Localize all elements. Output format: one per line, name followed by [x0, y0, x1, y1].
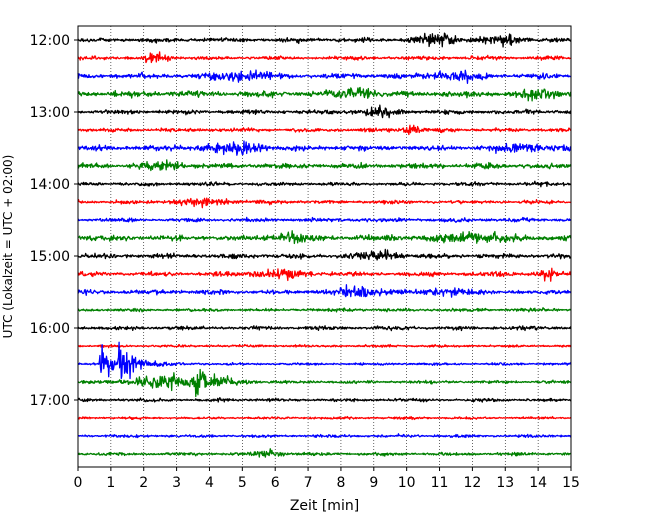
y-tick-label: 12:00	[30, 33, 70, 49]
trace-1430	[77, 216, 572, 224]
x-tick-label: 12	[463, 475, 481, 491]
trace-1630	[77, 341, 572, 380]
x-tick-label: 13	[496, 475, 514, 491]
y-tick-label: 16:00	[30, 321, 70, 337]
y-axis-label: UTC (Lokalzeit = UTC + 02:00)	[1, 155, 15, 339]
trace-1745	[77, 448, 572, 458]
trace-1615	[77, 343, 572, 349]
trace-1515	[77, 267, 572, 282]
trace-1445	[77, 230, 572, 245]
trace-1345	[77, 159, 572, 172]
x-axis-ticks: 0 1 2 3 4 5 6 7 8 9 10 11 12 13 14 15	[74, 467, 580, 491]
trace-1215	[77, 51, 572, 64]
x-axis-label: Zeit [min]	[290, 498, 359, 514]
trace-1545	[77, 307, 572, 313]
x-tick-label: 5	[238, 475, 247, 491]
trace-1415	[77, 197, 572, 209]
x-tick-label: 0	[74, 475, 83, 491]
plot-frame	[77, 25, 572, 468]
x-tick-label: 3	[172, 475, 181, 491]
trace-1315	[77, 124, 572, 136]
x-tick-label: 10	[398, 475, 416, 491]
x-tick-label: 14	[529, 475, 547, 491]
trace-1245	[77, 86, 572, 102]
trace-1330	[77, 140, 572, 156]
trace-1500	[77, 248, 572, 261]
trace-1600	[77, 325, 572, 332]
y-tick-label: 15:00	[30, 249, 70, 265]
x-tick-label: 1	[106, 475, 115, 491]
seismic-traces	[77, 32, 572, 458]
x-tick-label: 8	[336, 475, 345, 491]
x-tick-label: 2	[139, 475, 148, 491]
trace-1715	[77, 415, 572, 421]
y-axis-ticks: 12:00 13:00 14:00 15:00 16:00 17:00	[30, 33, 78, 409]
trace-1200	[77, 32, 572, 48]
y-tick-label: 17:00	[30, 393, 70, 409]
x-tick-label: 6	[271, 475, 280, 491]
y-tick-label: 14:00	[30, 177, 70, 193]
trace-1300	[77, 104, 572, 119]
trace-1700	[77, 396, 572, 403]
y-tick-label: 13:00	[30, 105, 70, 121]
trace-1645	[77, 368, 572, 398]
trace-1730	[77, 433, 572, 439]
trace-1530	[77, 284, 572, 298]
x-tick-label: 15	[562, 475, 580, 491]
x-tick-label: 9	[369, 475, 378, 491]
x-tick-label: 4	[205, 475, 214, 491]
x-tick-label: 11	[431, 475, 449, 491]
x-tick-label: 7	[304, 475, 313, 491]
trace-1230	[77, 69, 572, 84]
trace-1400	[77, 180, 572, 188]
